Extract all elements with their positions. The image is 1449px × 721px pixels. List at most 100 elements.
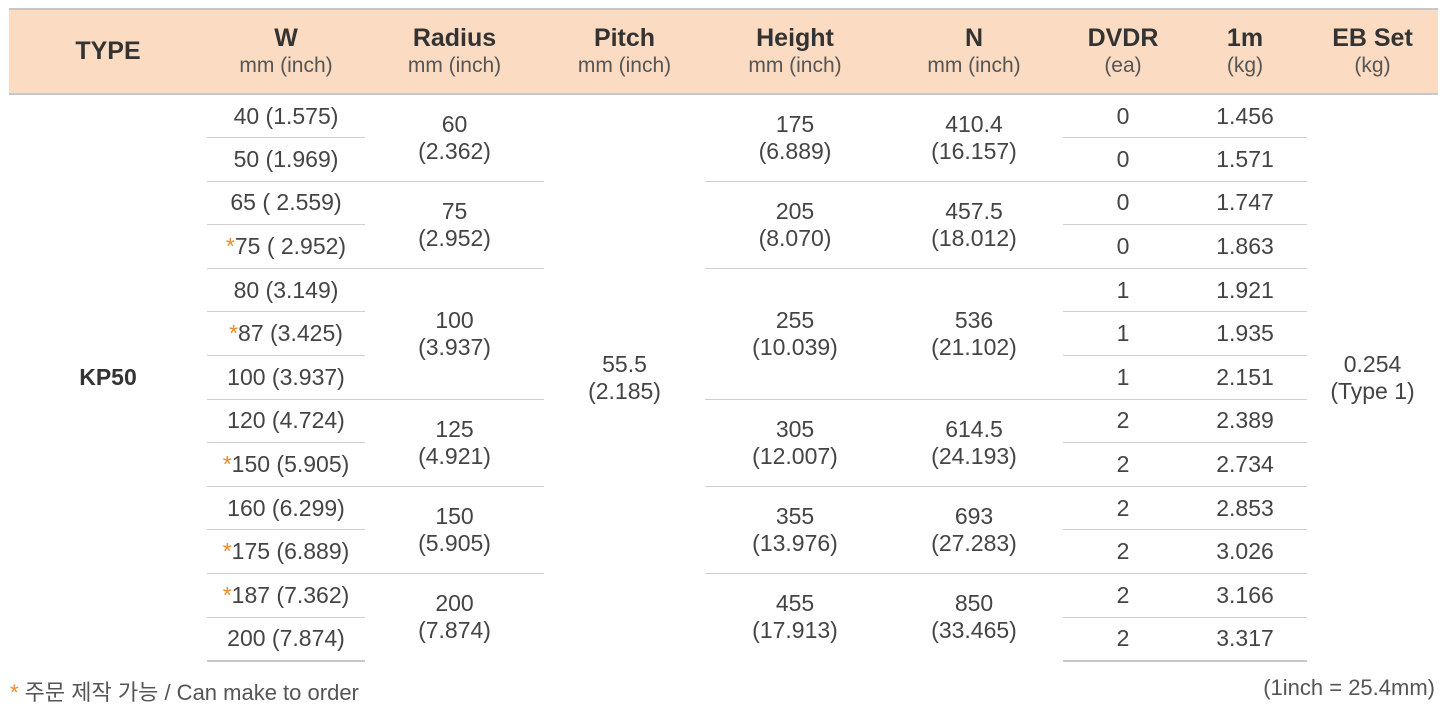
- w-value: 80 (3.149): [233, 276, 339, 303]
- table-row: 100 (3.937) 1 2.151: [9, 355, 1438, 400]
- radius-cell-inch: (4.921): [418, 442, 491, 469]
- header-ebset: EB Set (kg): [1307, 8, 1438, 95]
- w-value: 175 (6.889): [231, 538, 350, 565]
- n-cell-inch: (18.012): [931, 224, 1017, 251]
- w-value: 100 (3.937): [227, 363, 345, 390]
- weight-1m-cell: 2.151: [1183, 355, 1307, 400]
- header-type: TYPE: [9, 8, 207, 95]
- height-cell-mm: 205: [775, 197, 815, 224]
- w-cell: *150 (5.905): [207, 442, 365, 487]
- w-cell: *75 ( 2.952): [207, 224, 365, 269]
- n-cell-inch: (33.465): [931, 617, 1017, 644]
- w-value: 187 (7.362): [231, 581, 350, 608]
- weight-1m-cell: 1.863: [1183, 224, 1307, 269]
- dvdr-cell: 2: [1063, 442, 1183, 487]
- height-cell-inch: (10.039): [752, 333, 838, 360]
- height-cell-inch: (17.913): [752, 617, 838, 644]
- height-cell-inch: (13.976): [752, 529, 838, 556]
- weight-1m-cell: 3.166: [1183, 573, 1307, 618]
- dvdr-cell: 1: [1063, 311, 1183, 357]
- height-cell: 305 (12.007): [705, 399, 885, 487]
- height-cell: 255 (10.039): [705, 268, 885, 400]
- height-cell: 175 (6.889): [705, 94, 885, 182]
- height-cell: 205 (8.070): [705, 181, 885, 269]
- w-value: 150 (5.905): [231, 451, 350, 478]
- n-cell-inch: (24.193): [931, 442, 1017, 469]
- w-value: 50 (1.969): [233, 145, 339, 172]
- made-to-order-star: *: [225, 233, 235, 260]
- w-cell: 80 (3.149): [207, 268, 365, 313]
- dvdr-cell: 2: [1063, 399, 1183, 444]
- n-cell-inch: (16.157): [931, 137, 1017, 164]
- made-to-order-star: *: [222, 538, 232, 565]
- table-row: *175 (6.889) 2 3.026: [9, 529, 1438, 575]
- w-value: 65 ( 2.559): [230, 189, 342, 216]
- header-pitch: Pitch mm (inch): [544, 8, 705, 95]
- header-radius: Radius mm (inch): [365, 8, 544, 95]
- weight-1m-cell: 2.389: [1183, 399, 1307, 444]
- table-row: *75 ( 2.952) 0 1.863: [9, 224, 1438, 269]
- height-cell: 455 (17.913): [705, 574, 885, 661]
- dvdr-cell: 0: [1063, 181, 1183, 226]
- type-cell: KP50: [79, 364, 137, 391]
- weight-1m-cell: 1.921: [1183, 268, 1307, 313]
- n-cell-inch: (27.283): [931, 529, 1017, 556]
- dvdr-cell: 1: [1063, 355, 1183, 400]
- ebset-cell: 0.254 (Type 1): [1307, 94, 1438, 661]
- n-cell-inch: (21.102): [931, 333, 1017, 360]
- dvdr-cell: 0: [1063, 137, 1183, 182]
- height-cell-mm: 455: [775, 590, 815, 617]
- radius-cell: 100 (3.937): [365, 268, 544, 400]
- height-cell-inch: (12.007): [752, 442, 838, 469]
- footer-note: * 주문 제작 가능 / Can make to order: [10, 675, 359, 707]
- table-row: 80 (3.149) 100 (3.937) 255 (10.039) 536 (21.10…: [9, 268, 1438, 400]
- w-cell: 50 (1.969): [207, 137, 365, 182]
- ebset-value: 0.254: [1343, 350, 1402, 377]
- weight-1m-cell: 1.747: [1183, 181, 1307, 226]
- n-cell-mm: 457.5: [945, 197, 1003, 224]
- table-row: 65 ( 2.559) 75 (2.952) 205 (8.070) 457.5 (18.0…: [9, 181, 1438, 269]
- made-to-order-star: *: [222, 581, 232, 608]
- height-cell-mm: 355: [775, 502, 815, 529]
- radius-cell-inch: (2.952): [418, 224, 491, 251]
- header-height: Height mm (inch): [705, 8, 885, 95]
- radius-cell: 60 (2.362): [365, 94, 544, 182]
- height-cell: 355 (13.976): [705, 486, 885, 575]
- ebset-note: (Type 1): [1330, 377, 1415, 404]
- n-cell-mm: 614.5: [945, 415, 1003, 442]
- weight-1m-cell: 3.317: [1183, 617, 1307, 662]
- footer-star: *: [10, 680, 19, 705]
- w-cell: 120 (4.724): [207, 399, 365, 444]
- height-cell-inch: (6.889): [758, 137, 832, 164]
- radius-cell-inch: (2.362): [418, 137, 491, 164]
- table-row: KP50 40 (1.575) 60 (2.362) 55.5 (2.185) 175 (6.…: [9, 94, 1438, 404]
- radius-cell-mm: 60: [441, 110, 468, 137]
- w-cell: 200 (7.874): [207, 617, 365, 662]
- made-to-order-star: *: [229, 320, 239, 347]
- dvdr-cell: 2: [1063, 529, 1183, 575]
- n-cell: 457.5 (18.012): [885, 181, 1063, 269]
- height-cell-mm: 175: [775, 110, 815, 137]
- dvdr-cell: 0: [1063, 94, 1183, 139]
- weight-1m-cell: 1.571: [1183, 137, 1307, 182]
- footer-note-text: 주문 제작 가능 / Can make to order: [18, 680, 359, 705]
- w-cell: 65 ( 2.559): [207, 181, 365, 226]
- weight-1m-cell: 2.734: [1183, 442, 1307, 487]
- dvdr-cell: 2: [1063, 573, 1183, 618]
- n-cell-mm: 850: [954, 590, 994, 617]
- n-cell: 693 (27.283): [885, 486, 1063, 575]
- w-cell: 100 (3.937): [207, 355, 365, 400]
- table-row: *187 (7.362) 200 (7.874) 455 (17.913) 850 (33.…: [9, 573, 1438, 643]
- dvdr-cell: 2: [1063, 486, 1183, 531]
- radius-cell: 200 (7.874): [365, 574, 544, 661]
- w-cell: *187 (7.362): [207, 573, 365, 618]
- w-value: 87 (3.425): [238, 320, 343, 347]
- dvdr-cell: 2: [1063, 617, 1183, 662]
- w-value: 160 (6.299): [227, 494, 345, 521]
- dvdr-cell: 0: [1063, 224, 1183, 269]
- radius-cell-inch: (7.874): [418, 617, 491, 644]
